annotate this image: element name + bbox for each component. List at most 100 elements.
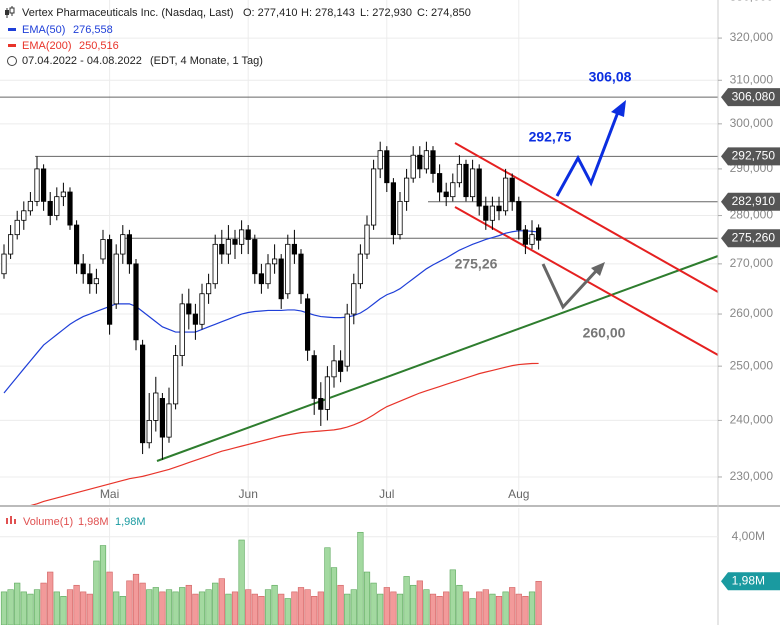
y-axis: 230,000 240,000 250,000 260,000 270,000 280,0… xyxy=(100,0,780,591)
volume-panel xyxy=(0,508,718,625)
candle-body xyxy=(41,168,47,202)
volume-bar xyxy=(126,580,133,625)
volume-bar xyxy=(423,589,430,625)
candle-body xyxy=(14,219,20,236)
arrows xyxy=(541,100,626,310)
volume-bar xyxy=(383,587,390,625)
level-label-box xyxy=(721,192,780,211)
period: 07.04.2022 - 04.08.2022 xyxy=(22,55,142,67)
candle-body xyxy=(87,273,93,285)
candle-body xyxy=(153,392,159,421)
candle-body xyxy=(443,191,449,198)
legend: Vertex Pharmaceuticals Inc. (Nasdaq, Las… xyxy=(5,6,471,528)
volume-bar xyxy=(139,582,146,625)
x-tick-label: Jun xyxy=(239,487,258,501)
volume-bar xyxy=(212,582,219,625)
candle-body xyxy=(113,253,119,305)
candle-body xyxy=(93,278,99,285)
candle-body xyxy=(377,150,383,170)
ema-line xyxy=(30,362,539,505)
volume-bar xyxy=(522,596,529,625)
y-tick-label: 250,000 xyxy=(730,358,774,372)
volume-bar xyxy=(99,545,107,625)
y-tick-label: 300,000 xyxy=(730,116,774,130)
candle-body xyxy=(337,360,344,372)
x-tick-label: Aug xyxy=(508,487,529,501)
support-line xyxy=(156,255,719,462)
volume-bar xyxy=(370,582,377,625)
candle-body xyxy=(516,200,522,231)
volume-bar xyxy=(436,596,443,625)
volume-bar xyxy=(410,584,417,625)
volume-bar xyxy=(172,591,179,625)
ema200-swatch xyxy=(8,44,16,47)
candle-body xyxy=(186,303,192,315)
candle-body xyxy=(179,303,185,356)
volume-bar xyxy=(363,571,371,625)
volume-bar xyxy=(416,580,423,625)
volume-bar xyxy=(47,571,54,625)
candle-body xyxy=(107,239,113,325)
candle-body xyxy=(166,403,172,438)
volume-bar xyxy=(396,593,404,625)
candle-body xyxy=(364,224,370,255)
annotation: 306,08 xyxy=(589,69,632,85)
volume-bar xyxy=(515,593,522,625)
volume-bar xyxy=(245,589,252,625)
candles xyxy=(1,141,542,460)
volume-bar xyxy=(231,591,239,625)
instrument-name: Vertex Pharmaceuticals Inc. (Nasdaq, Las… xyxy=(22,7,234,19)
volume-bar xyxy=(60,596,67,625)
volume-bar xyxy=(337,584,344,625)
volume-bar xyxy=(0,591,8,625)
volume-bar xyxy=(205,589,212,625)
candle-body xyxy=(476,168,482,207)
candle-body xyxy=(192,313,198,325)
candle-body xyxy=(397,200,403,236)
volume-name: Volume(1) xyxy=(23,516,73,528)
volume-bar xyxy=(93,560,100,625)
level-label: 292,750 xyxy=(732,149,776,163)
volume-bar xyxy=(291,591,298,625)
level-label: 282,910 xyxy=(732,194,776,208)
candle-body xyxy=(74,224,80,265)
candle-body xyxy=(21,210,27,221)
volume-bar xyxy=(264,589,272,625)
volume-bar xyxy=(390,591,397,625)
volume-bar xyxy=(218,578,225,625)
candle-body xyxy=(502,177,509,212)
candle-body xyxy=(258,273,265,285)
volume-bar xyxy=(165,589,173,625)
candle-body xyxy=(331,360,337,378)
candle-body xyxy=(390,182,397,236)
volume-bar xyxy=(40,582,47,625)
level-label-box xyxy=(721,147,780,166)
volume-bar xyxy=(462,591,470,625)
y-tick-label: 330,000 xyxy=(730,0,774,3)
volume-bar xyxy=(324,547,331,625)
candle-body xyxy=(199,293,205,325)
candle-body xyxy=(344,313,350,367)
candle-body xyxy=(47,200,53,216)
ema200-value: 250,516 xyxy=(79,40,119,52)
bear-arrowhead xyxy=(591,262,605,276)
level-label: 275,260 xyxy=(732,230,776,244)
volume-bar xyxy=(489,593,496,625)
candle-body xyxy=(146,420,152,444)
candle-body xyxy=(536,227,542,241)
volume-bar xyxy=(449,569,456,625)
candle-body xyxy=(430,150,436,174)
candle-body xyxy=(7,234,14,255)
volume-bar xyxy=(495,596,503,625)
volume-bar xyxy=(238,539,245,625)
candle-body xyxy=(370,168,377,226)
volume-bar xyxy=(330,567,338,625)
volume-bar xyxy=(344,593,351,625)
candle-body xyxy=(126,234,132,265)
volume-bar xyxy=(317,591,324,625)
annotation: 260,00 xyxy=(583,325,626,341)
candle-body xyxy=(311,355,317,399)
ema200-name: EMA(200) xyxy=(22,40,72,52)
level-label-box xyxy=(721,88,780,107)
